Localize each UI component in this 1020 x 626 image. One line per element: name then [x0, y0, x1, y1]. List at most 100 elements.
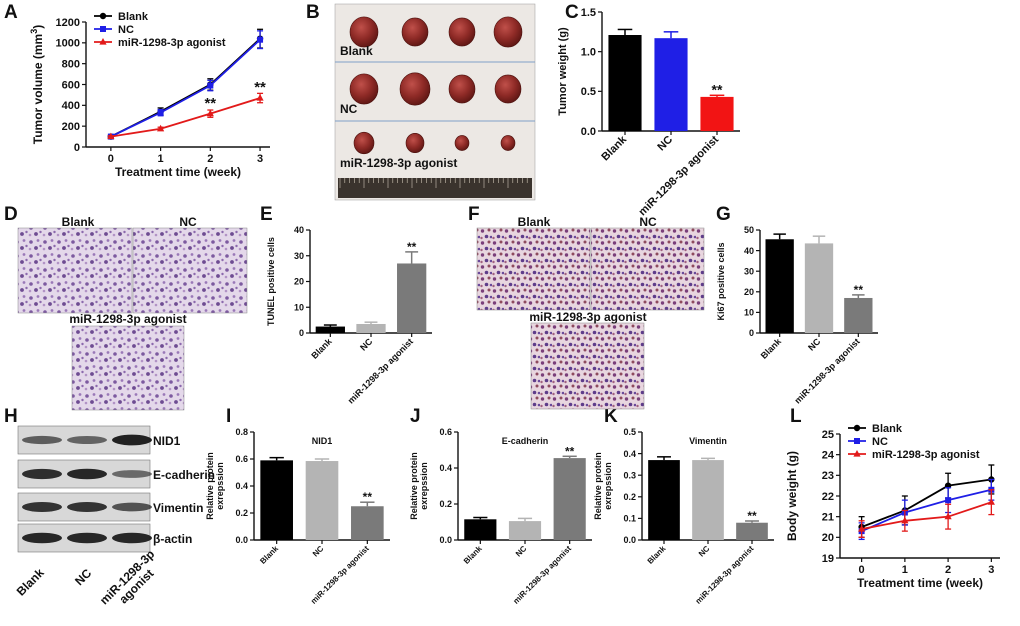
x-tick-label: 3 [988, 564, 994, 576]
legend-marker [100, 26, 106, 32]
significance-label: ** [565, 444, 575, 458]
y-tick-label: 1.0 [581, 47, 596, 59]
x-tick-label: 2 [945, 564, 951, 576]
ihc-image [590, 227, 705, 311]
data-point-mir-1298-3p-agonist [156, 124, 165, 132]
y-tick-label: 20 [744, 287, 754, 297]
legend-marker [854, 438, 860, 444]
category-label: miR-1298-3p agonist [346, 336, 415, 405]
ihc-label: NC [639, 215, 657, 229]
bar-nc [508, 521, 542, 540]
category-label: NC [806, 336, 823, 353]
band-label: Vimentin [153, 501, 203, 515]
data-point-mir-1298-3p-agonist [987, 498, 995, 505]
panel-letter-d: D [4, 204, 18, 225]
data-point-mir-1298-3p-agonist [858, 525, 866, 532]
series-line-nc [110, 39, 261, 138]
y-tick-label: 0.0 [439, 535, 452, 545]
y-tick-label: 40 [744, 246, 754, 256]
y-axis-label-part: ) [31, 25, 45, 29]
y-tick-label: 0.2 [439, 499, 452, 509]
blot-band [67, 436, 107, 444]
y-tick-label: 600 [62, 79, 80, 91]
category-label: Blank [462, 544, 484, 566]
bar-nc [692, 460, 724, 540]
blot-band [112, 502, 152, 512]
y-axis-label: exrepssion [419, 462, 429, 510]
legend-marker [99, 12, 107, 20]
data-point-nc [257, 36, 264, 43]
y-axis-label: Tumor volume (mm3) [29, 25, 45, 144]
y-tick-label: 0.4 [439, 463, 452, 473]
significance-label: ** [712, 81, 723, 97]
category-label: NC [311, 544, 326, 559]
photo-row-label: NC [340, 102, 358, 116]
panel-letter-i: I [226, 406, 231, 427]
y-axis-label-sup: 3 [29, 29, 39, 34]
blot-band [67, 532, 107, 544]
x-axis-label: Treatment time (week) [115, 165, 241, 179]
y-axis-label: exrepssion [603, 462, 613, 510]
data-point-nc [207, 82, 214, 89]
y-tick-label: 0.0 [581, 126, 596, 138]
ihc-image [132, 227, 248, 314]
y-axis-label: Body weight (g) [785, 451, 799, 541]
y-tick-label: 0.2 [235, 508, 248, 518]
ihc-image [476, 227, 591, 311]
tumor [353, 131, 375, 155]
panel-letter-k: K [604, 406, 618, 427]
y-tick-label: 0 [74, 142, 80, 154]
blot-band [67, 502, 107, 512]
bar-mir-1298-3p-agonist [351, 506, 384, 540]
legend-label: miR-1298-3p agonist [118, 37, 226, 49]
blot-band [22, 532, 62, 544]
y-tick-label: 200 [62, 121, 80, 133]
tumor [493, 16, 523, 48]
significance-label: ** [204, 95, 216, 112]
series-line-mir-1298-3p-agonist [861, 501, 992, 530]
y-tick-label: 30 [744, 266, 754, 276]
series-line-mir-1298-3p-agonist [110, 97, 261, 138]
legend-label: Blank [118, 11, 149, 23]
y-tick-label: 0.2 [623, 492, 636, 502]
y-tick-label: 0.3 [623, 470, 636, 480]
y-tick-label: 0.6 [235, 454, 248, 464]
tumor [500, 135, 516, 151]
y-tick-label: 400 [62, 100, 80, 112]
blot-band [112, 532, 152, 544]
y-tick-label: 20 [294, 277, 304, 287]
panel-letter-h: H [4, 406, 18, 427]
blot-band [22, 435, 62, 445]
y-axis-label: Relative protein [205, 452, 215, 520]
tumor [405, 132, 425, 154]
ihc-label: Blank [62, 215, 95, 229]
ihc-label: Blank [518, 215, 551, 229]
y-tick-label: 1000 [56, 38, 80, 50]
data-point-mir-1298-3p-agonist [206, 109, 214, 117]
blot-band [67, 468, 107, 480]
bar-blank [315, 326, 345, 333]
y-tick-label: 0.0 [623, 535, 636, 545]
x-tick-label: 1 [902, 564, 908, 576]
data-point-mir-1298-3p-agonist [256, 94, 264, 101]
panel-letter-j: J [410, 406, 421, 427]
y-tick-label: 21 [822, 512, 834, 524]
y-tick-label: 20 [822, 532, 834, 544]
panel-letter-e: E [260, 204, 273, 225]
legend-label: miR-1298-3p agonist [872, 449, 980, 461]
category-label: Blank [599, 133, 629, 163]
tumor [401, 17, 429, 47]
bar-nc [804, 243, 834, 333]
category-label: Blank [759, 336, 784, 361]
tumor [454, 135, 470, 151]
bar-mir-1298-3p-agonist [844, 297, 873, 333]
category-label: miR-1298-3p agonist [792, 336, 861, 405]
panel-letter-f: F [468, 204, 480, 225]
y-tick-label: 0.5 [623, 427, 636, 437]
y-axis-label: Relative protein [593, 452, 603, 520]
lane-label: Blank [14, 565, 47, 598]
